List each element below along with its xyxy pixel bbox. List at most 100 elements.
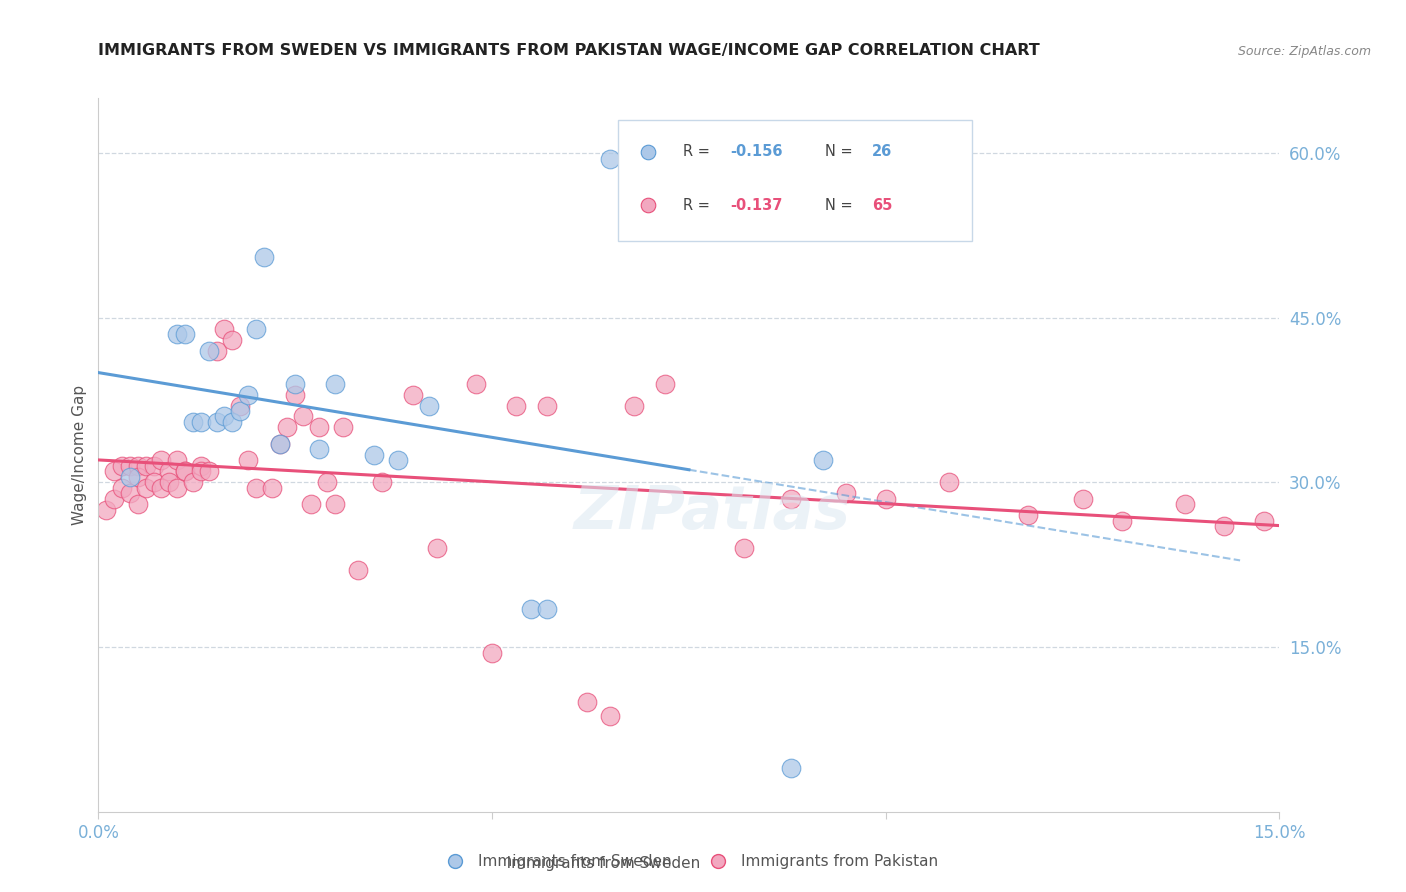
Point (166, 327, 188, 342)
Point (118, 486, 141, 500)
Point (221, 333, 243, 347)
Point (205, 415, 228, 429)
Point (284, 376, 307, 391)
Point (323, 376, 346, 391)
Point (190, 415, 212, 429)
Point (96, 503, 118, 517)
Point (1071, 491, 1094, 506)
Point (835, 486, 858, 500)
Point (190, 458, 212, 473)
Point (142, 458, 165, 473)
Point (599, 709, 621, 723)
Point (1253, 514, 1275, 528)
Point (236, 387, 259, 401)
Point (197, 343, 219, 358)
Point (118, 470, 141, 484)
Point (292, 409, 315, 424)
Point (678, 195, 700, 210)
Point (623, 399, 645, 413)
Point (465, 376, 488, 391)
Legend: Immigrants from Sweden, Immigrants from Pakistan: Immigrants from Sweden, Immigrants from … (434, 848, 943, 875)
Point (174, 327, 197, 342)
Point (103, 464, 125, 478)
Point (181, 475, 204, 490)
Point (221, 415, 243, 429)
Point (118, 458, 141, 473)
Text: Source: ZipAtlas.com: Source: ZipAtlas.com (1237, 45, 1371, 58)
Point (111, 481, 134, 495)
Point (308, 420, 330, 434)
Text: 65: 65 (872, 198, 893, 212)
Point (214, 321, 236, 335)
Point (426, 541, 449, 556)
Text: Immigrants from Sweden: Immigrants from Sweden (492, 856, 700, 871)
Point (276, 420, 298, 434)
Text: N =: N = (825, 145, 858, 159)
Point (284, 387, 307, 401)
Point (269, 437, 291, 451)
Point (875, 491, 897, 506)
Point (505, 399, 527, 413)
Text: ZIPatlas: ZIPatlas (574, 483, 851, 541)
Point (1017, 508, 1039, 523)
Point (229, 399, 252, 413)
Point (402, 387, 425, 401)
Point (575, 695, 598, 709)
Point (157, 475, 180, 490)
Point (780, 491, 803, 506)
Point (245, 321, 267, 335)
Point (253, 250, 276, 264)
Point (157, 464, 180, 478)
Text: 26: 26 (872, 145, 893, 159)
Point (347, 563, 370, 577)
Point (214, 409, 236, 424)
Point (245, 481, 267, 495)
Point (142, 475, 165, 490)
Point (1213, 519, 1236, 533)
Text: R =: R = (683, 198, 714, 212)
Point (308, 442, 330, 457)
Point (387, 453, 409, 467)
Point (269, 437, 291, 451)
Point (520, 601, 543, 615)
Point (332, 420, 354, 434)
Point (811, 453, 834, 467)
Point (780, 761, 803, 775)
Point (1111, 514, 1133, 528)
Point (111, 458, 134, 473)
Point (323, 497, 346, 511)
Point (103, 491, 125, 506)
Point (229, 404, 252, 418)
Point (127, 470, 149, 484)
Text: IMMIGRANTS FROM SWEDEN VS IMMIGRANTS FROM PAKISTAN WAGE/INCOME GAP CORRELATION C: IMMIGRANTS FROM SWEDEN VS IMMIGRANTS FRO… (98, 43, 1040, 58)
Point (166, 453, 188, 467)
Point (315, 475, 337, 490)
Point (174, 464, 197, 478)
Point (1174, 497, 1197, 511)
Point (181, 415, 204, 429)
Y-axis label: Wage/Income Gap: Wage/Income Gap (72, 384, 87, 525)
Point (197, 464, 219, 478)
Point (418, 399, 440, 413)
Point (127, 458, 149, 473)
Point (190, 464, 212, 478)
Point (481, 646, 503, 660)
Point (150, 481, 173, 495)
Point (299, 497, 322, 511)
Point (135, 481, 157, 495)
Point (166, 481, 188, 495)
Point (536, 601, 558, 615)
Point (260, 481, 283, 495)
Point (236, 453, 259, 467)
Point (135, 458, 157, 473)
Point (205, 343, 228, 358)
Point (654, 376, 676, 391)
Point (127, 497, 149, 511)
Text: -0.156: -0.156 (730, 145, 783, 159)
Point (150, 453, 173, 467)
Point (599, 152, 621, 166)
Point (938, 475, 960, 490)
Point (363, 448, 385, 462)
Text: -0.137: -0.137 (730, 198, 783, 212)
Text: N =: N = (825, 198, 858, 212)
